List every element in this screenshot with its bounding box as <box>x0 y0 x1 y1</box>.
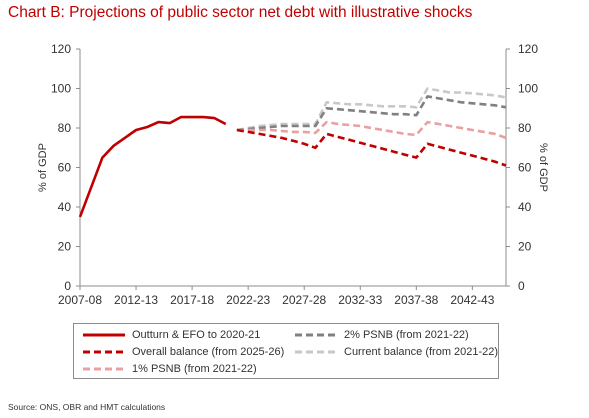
legend-label: Current balance (from 2021-22) <box>344 346 499 358</box>
y-tick-label-right: 60 <box>518 161 532 175</box>
y-tick-label-right: 20 <box>518 240 532 254</box>
y-tick-label-left: 100 <box>51 82 71 96</box>
y-tick-label-left: 0 <box>64 279 71 293</box>
legend: Outturn & EFO to 2020-21 2% PSNB (from 20… <box>73 323 499 379</box>
legend-item: 2% PSNB (from 2021-22) <box>294 329 469 341</box>
legend-label: 1% PSNB (from 2021-22) <box>132 363 257 375</box>
chart-svg: 0 0 20 20 40 40 60 60 80 80 100 100 120 120 % of GDP % … <box>37 42 549 307</box>
y-tick-label-left: 40 <box>58 200 72 214</box>
series-line-0 <box>78 115 227 218</box>
legend-item: 1% PSNB (from 2021-22) <box>82 363 257 375</box>
x-tick-label: 2027-28 <box>282 293 326 307</box>
x-tick-label: 2037-38 <box>394 293 438 307</box>
x-tick-label: 2042-43 <box>450 293 494 307</box>
x-tick-label: 2012-13 <box>114 293 158 307</box>
y-tick-label-left: 60 <box>58 161 72 175</box>
x-tick-label: 2017-18 <box>170 293 214 307</box>
legend-swatch <box>295 333 337 337</box>
source-note: Source: ONS, OBR and HMT calculations <box>8 402 166 412</box>
x-tick-label: 2007-08 <box>58 293 102 307</box>
y-tick-label-left: 20 <box>58 240 72 254</box>
legend-label: Outturn & EFO to 2020-21 <box>132 329 261 341</box>
y-tick-label-right: 100 <box>518 82 538 96</box>
y-tick-label-left: 120 <box>51 42 71 56</box>
legend-swatch <box>295 350 337 354</box>
x-tick-label: 2032-33 <box>338 293 382 307</box>
legend-label: 2% PSNB (from 2021-22) <box>344 329 469 341</box>
series-line-3 <box>236 95 507 132</box>
legend-item: Outturn & EFO to 2020-21 <box>82 329 260 341</box>
y-axis-label-left: % of GDP <box>37 143 49 192</box>
legend-swatch <box>83 367 125 371</box>
chart-title: Chart B: Projections of public sector ne… <box>8 4 473 21</box>
y-tick-label-right: 40 <box>518 200 532 214</box>
series-line-4 <box>236 87 507 132</box>
x-tick-label: 2022-23 <box>226 293 270 307</box>
y-tick-label-right: 80 <box>518 121 532 135</box>
y-tick-label-right: 120 <box>518 42 538 56</box>
legend-item: Overall balance (from 2025-26) <box>82 346 284 358</box>
y-axis-label-right: % of GDP <box>537 143 549 192</box>
y-tick-label-left: 80 <box>58 121 72 135</box>
legend-item: Current balance (from 2021-22) <box>294 346 498 358</box>
legend-label: Overall balance (from 2025-26) <box>132 346 285 358</box>
series-line-2 <box>236 120 507 140</box>
y-tick-label-right: 0 <box>518 279 525 293</box>
legend-swatch <box>83 333 125 337</box>
series-line-1 <box>236 128 507 167</box>
legend-swatch <box>83 350 125 354</box>
